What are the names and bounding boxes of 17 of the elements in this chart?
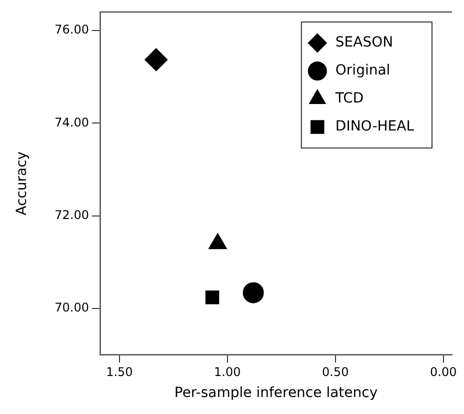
y-tick-label: 76.00 [54,22,89,37]
legend-label: Original [335,62,390,79]
x-tick-label: 0.50 [322,365,349,380]
legend-label: DINO-HEAL [335,118,414,135]
x-tick-label: 0.00 [430,365,457,380]
point [242,282,264,304]
x-tick-label: 1.50 [106,365,133,380]
x-tick-label: 1.00 [214,365,241,380]
point [144,48,168,72]
y-tick-label: 70.00 [54,300,89,315]
y-tick-label: 72.00 [54,208,89,222]
y-tick-label: 74.00 [54,115,89,130]
point [205,290,220,304]
x-axis-title: Per-sample inference latency [174,385,378,402]
legend-label: TCD [334,90,364,107]
legend-label: SEASON [335,34,394,51]
y-axis-title: Accuracy [14,151,30,216]
